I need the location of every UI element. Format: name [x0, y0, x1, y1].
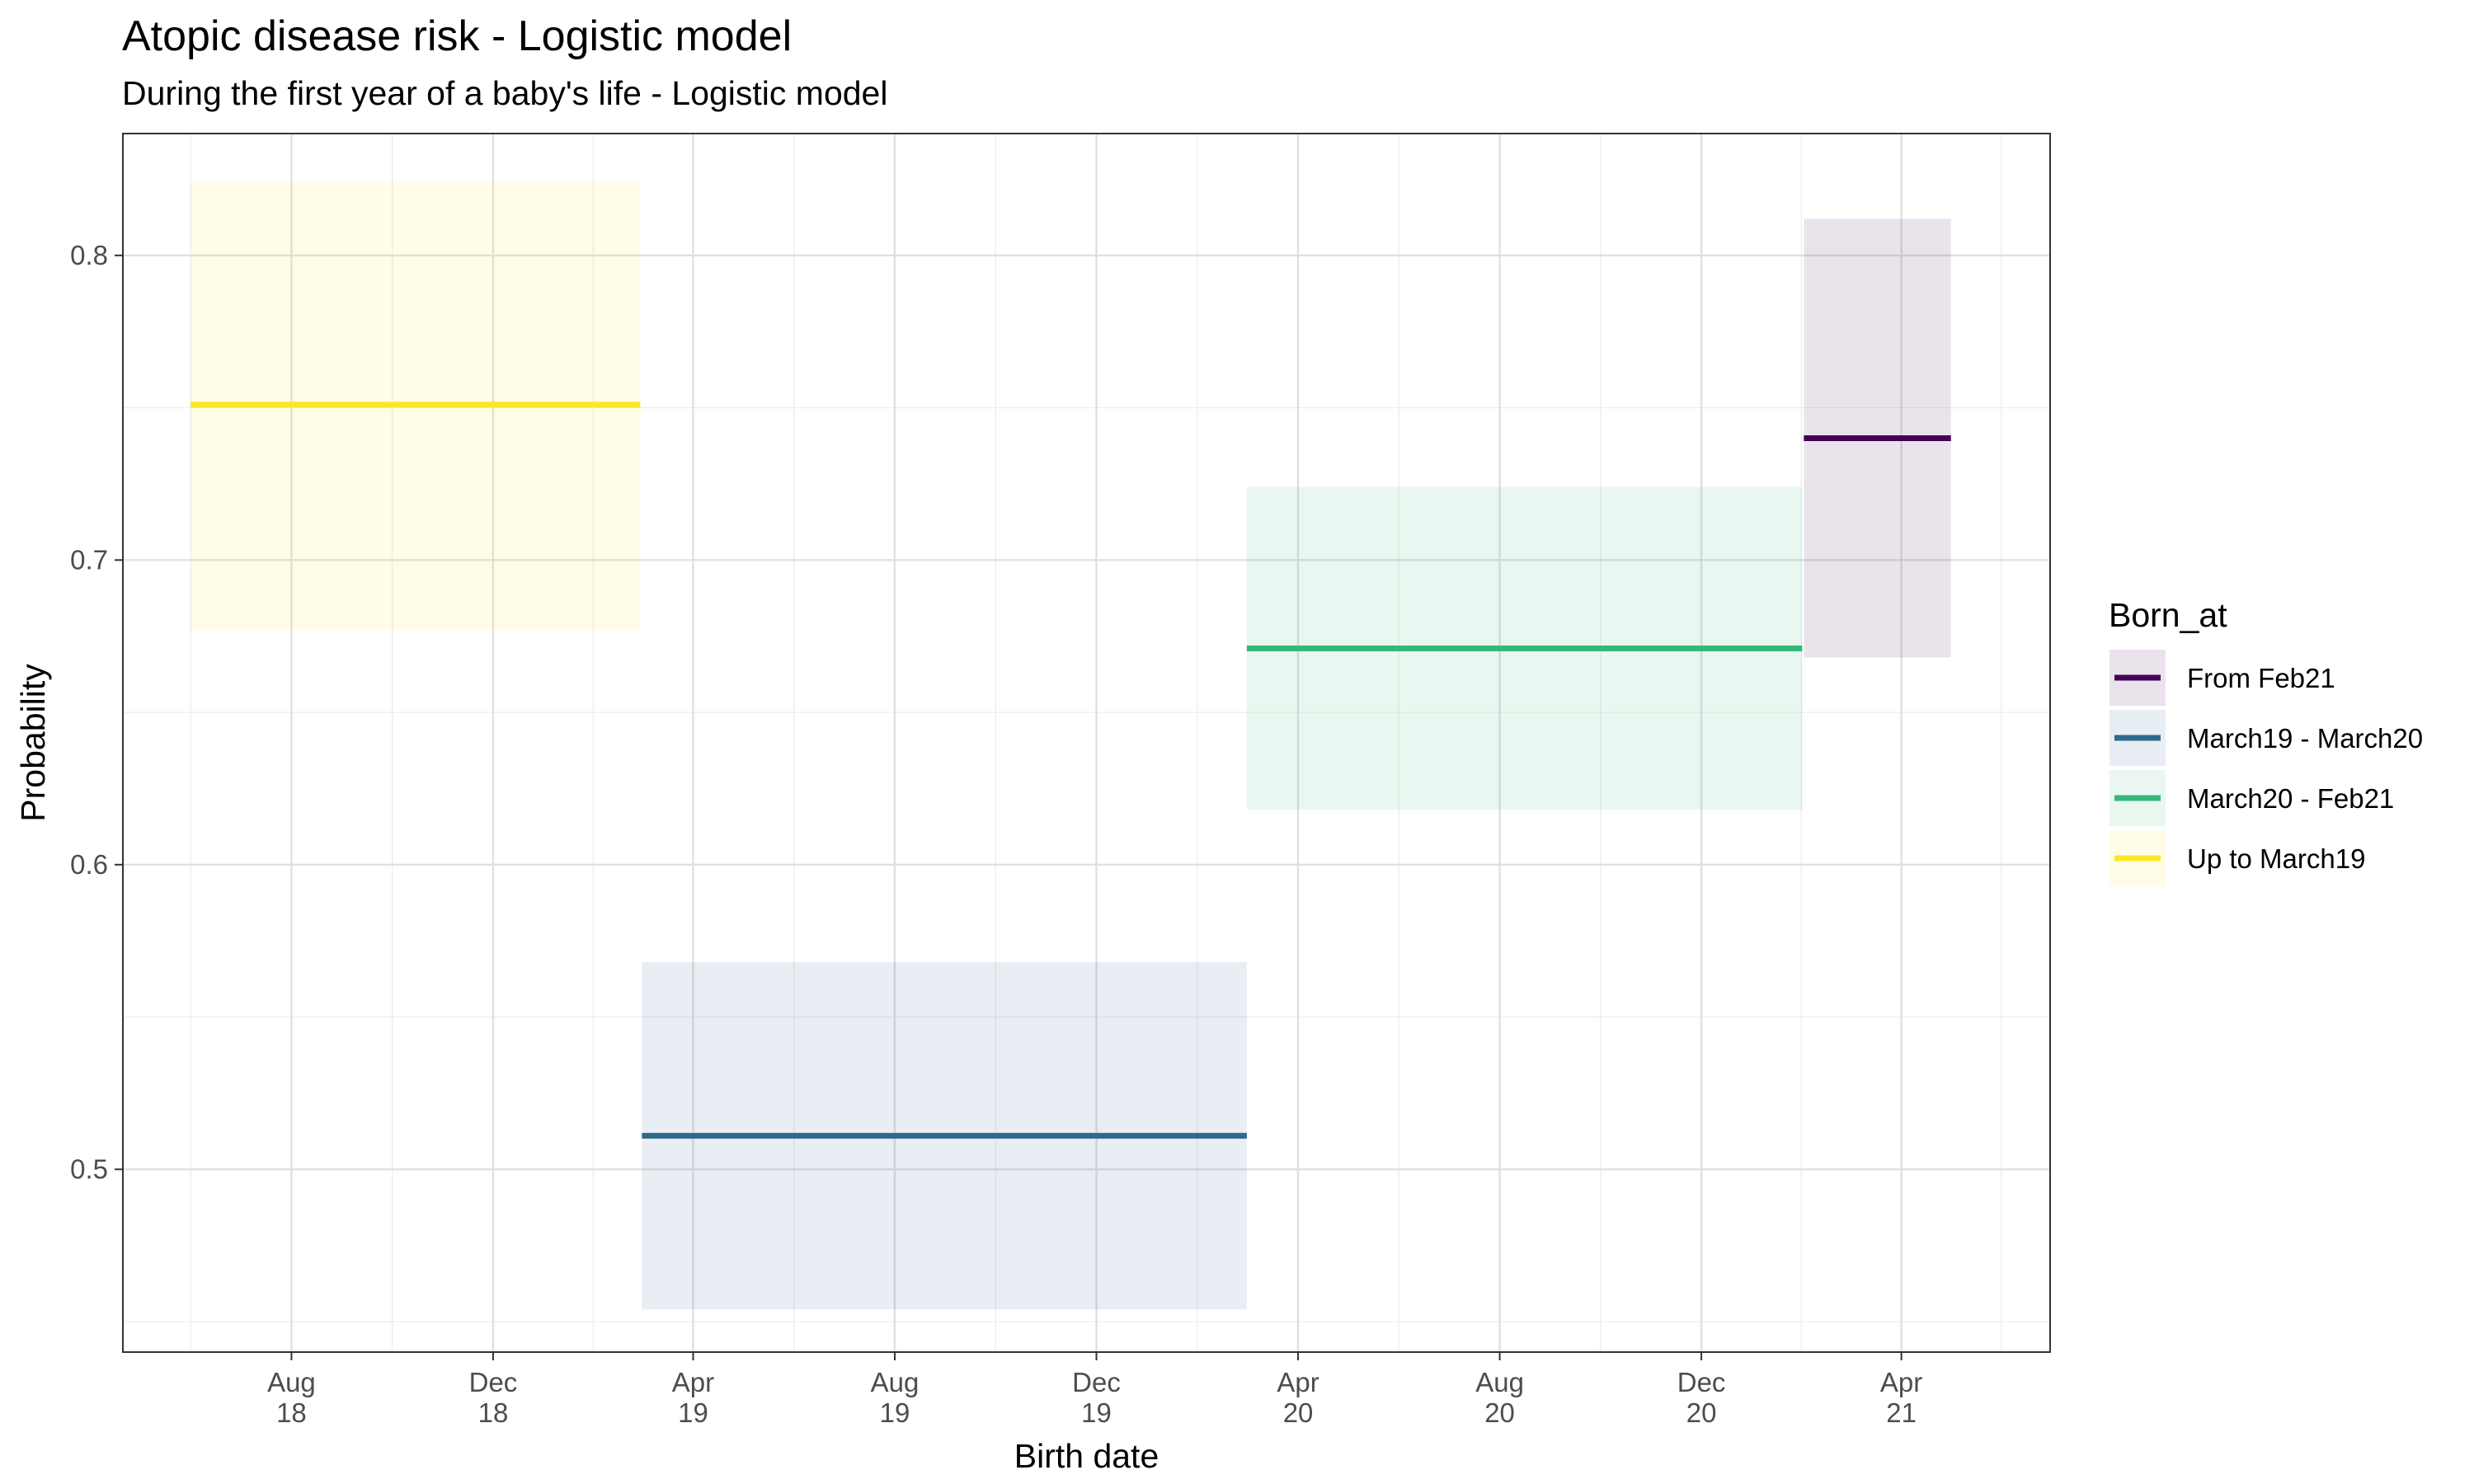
- y-tick-label: 0.5: [70, 1153, 108, 1184]
- y-axis-title: Probability: [14, 664, 52, 822]
- x-tick-label: Dec: [1677, 1367, 1726, 1397]
- legend-items: From Feb21 March19 - March20 March20 - Feb…: [2109, 650, 2423, 886]
- x-axis-title: Birth date: [1014, 1437, 1159, 1475]
- x-tick-label: Aug: [871, 1367, 920, 1397]
- x-tick-label: Aug: [267, 1367, 316, 1397]
- x-tick-label: 20: [1686, 1397, 1717, 1428]
- x-tick-label: 20: [1484, 1397, 1515, 1428]
- legend-title: Born_at: [2109, 596, 2227, 634]
- x-tick-label: Apr: [1880, 1367, 1922, 1397]
- x-tick-label: 19: [1081, 1397, 1112, 1428]
- x-tick-label: 19: [678, 1397, 708, 1428]
- x-tick-label: 20: [1283, 1397, 1314, 1428]
- x-tick-label: Aug: [1475, 1367, 1524, 1397]
- x-tick-label: 18: [276, 1397, 307, 1428]
- chart-title: Atopic disease risk - Logistic model: [122, 12, 793, 60]
- x-tick-label: 18: [478, 1397, 509, 1428]
- y-tick-label: 0.7: [70, 544, 108, 575]
- panel-border: [122, 133, 2051, 1353]
- x-tick-label: 21: [1886, 1397, 1917, 1428]
- legend: Born_at From Feb21 March19 - March20 March…: [2109, 596, 2423, 886]
- chart-subtitle: During the first year of a baby's life -…: [122, 74, 888, 112]
- y-tick-label: 0.8: [70, 240, 108, 270]
- legend-label: March20 - Feb21: [2187, 783, 2394, 814]
- x-tick-label: Dec: [469, 1367, 518, 1397]
- grid-layer: [123, 134, 2050, 1352]
- y-tick-label: 0.6: [70, 849, 108, 880]
- line-layer: [190, 402, 1951, 1139]
- x-tick-label: 19: [880, 1397, 910, 1428]
- x-tick-label: Apr: [1277, 1367, 1319, 1397]
- x-tick-label: Dec: [1072, 1367, 1121, 1397]
- legend-label: Up to March19: [2187, 843, 2365, 874]
- x-tick-label: Apr: [672, 1367, 714, 1397]
- legend-label: From Feb21: [2187, 663, 2335, 693]
- panel-background: [123, 134, 2050, 1352]
- legend-label: March19 - March20: [2187, 723, 2423, 754]
- axis-layer: Aug18Dec18Apr19Aug19Dec19Apr20Aug20Dec20…: [70, 240, 1922, 1428]
